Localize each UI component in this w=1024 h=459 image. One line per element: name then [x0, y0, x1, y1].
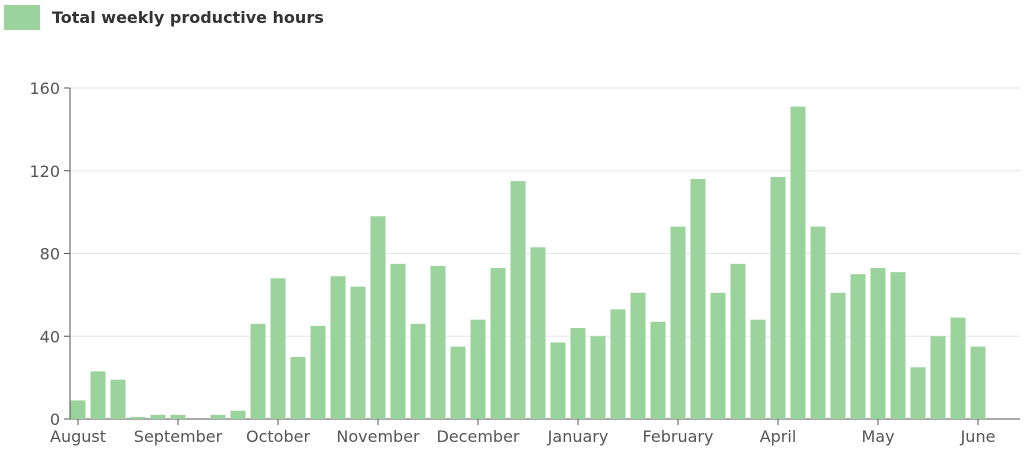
x-tick-label: October: [246, 427, 310, 446]
x-tick-label: December: [437, 427, 520, 446]
x-tick-label: June: [960, 427, 996, 446]
bar: [550, 342, 566, 419]
bar: [450, 346, 466, 419]
y-tick-label: 120: [29, 162, 60, 181]
bar: [890, 272, 906, 419]
bar: [310, 325, 326, 419]
bar: [510, 181, 526, 419]
x-tick-label: February: [643, 427, 714, 446]
bar: [110, 379, 126, 419]
bar: [950, 317, 966, 419]
bar: [690, 179, 706, 419]
bar: [90, 371, 106, 419]
x-tick-label: January: [547, 427, 609, 446]
x-tick-label: May: [861, 427, 894, 446]
bar: [590, 336, 606, 419]
bar: [730, 263, 746, 419]
bar: [370, 216, 386, 419]
bar: [830, 292, 846, 419]
bar: [330, 276, 346, 419]
bar: [870, 267, 886, 419]
bar: [150, 414, 166, 419]
bar: [290, 356, 306, 419]
y-tick-label: 80: [40, 245, 60, 264]
bar: [130, 416, 146, 419]
y-tick-label: 160: [29, 79, 60, 98]
y-tick-label: 0: [50, 410, 60, 429]
bar: [910, 367, 926, 419]
bar: [390, 263, 406, 419]
bar: [710, 292, 726, 419]
bar: [410, 323, 426, 419]
bar: [770, 176, 786, 419]
bar: [470, 319, 486, 419]
x-tick-label: November: [336, 427, 420, 446]
bar: [430, 265, 446, 419]
bar: [810, 226, 826, 419]
bar: [250, 323, 266, 419]
bar: [670, 226, 686, 419]
bar: [170, 414, 186, 419]
bar: [530, 247, 546, 419]
bar: [490, 267, 506, 419]
bar: [850, 274, 866, 419]
bar: [350, 286, 366, 419]
x-tick-label: April: [760, 427, 797, 446]
bar: [210, 414, 226, 419]
y-tick-label: 40: [40, 327, 60, 346]
bar: [650, 321, 666, 419]
bar: [270, 278, 286, 419]
legend-swatch: [4, 5, 40, 30]
x-tick-label: September: [134, 427, 223, 446]
bar: [970, 346, 986, 419]
bar: [930, 336, 946, 419]
bar: [750, 319, 766, 419]
bar: [230, 410, 246, 419]
bar: [790, 106, 806, 420]
bar: [570, 327, 586, 419]
legend-label: Total weekly productive hours: [52, 8, 324, 27]
bar: [70, 400, 86, 419]
x-tick-label: August: [50, 427, 106, 446]
bar: [630, 292, 646, 419]
bar: [610, 309, 626, 419]
